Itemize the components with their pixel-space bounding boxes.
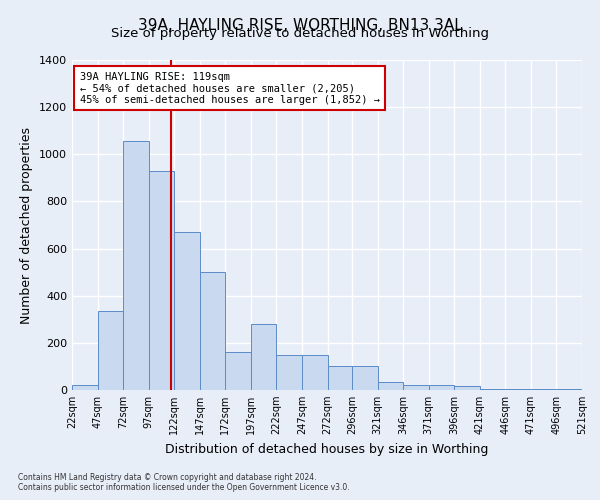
Bar <box>149 171 174 390</box>
Bar <box>556 389 582 390</box>
Bar <box>352 366 377 390</box>
Bar <box>200 272 226 390</box>
X-axis label: Distribution of detached houses by size in Worthing: Distribution of detached houses by size … <box>166 442 488 456</box>
Bar <box>302 354 328 390</box>
Bar <box>251 324 277 390</box>
Bar <box>328 366 352 390</box>
Bar <box>454 386 480 390</box>
Bar <box>505 389 531 390</box>
Text: 39A, HAYLING RISE, WORTHING, BN13 3AL: 39A, HAYLING RISE, WORTHING, BN13 3AL <box>137 18 463 32</box>
Bar <box>123 142 149 390</box>
Bar <box>428 386 454 390</box>
Text: 39A HAYLING RISE: 119sqm
← 54% of detached houses are smaller (2,205)
45% of sem: 39A HAYLING RISE: 119sqm ← 54% of detach… <box>80 72 380 105</box>
Text: Contains HM Land Registry data © Crown copyright and database right 2024.
Contai: Contains HM Land Registry data © Crown c… <box>18 473 350 492</box>
Bar <box>226 352 251 390</box>
Bar <box>531 389 556 390</box>
Bar <box>480 389 505 390</box>
Y-axis label: Number of detached properties: Number of detached properties <box>20 126 34 324</box>
Bar <box>377 382 403 390</box>
Text: Size of property relative to detached houses in Worthing: Size of property relative to detached ho… <box>111 28 489 40</box>
Bar <box>98 311 123 390</box>
Bar <box>72 386 98 390</box>
Bar <box>277 354 302 390</box>
Bar <box>403 386 428 390</box>
Bar <box>174 232 200 390</box>
